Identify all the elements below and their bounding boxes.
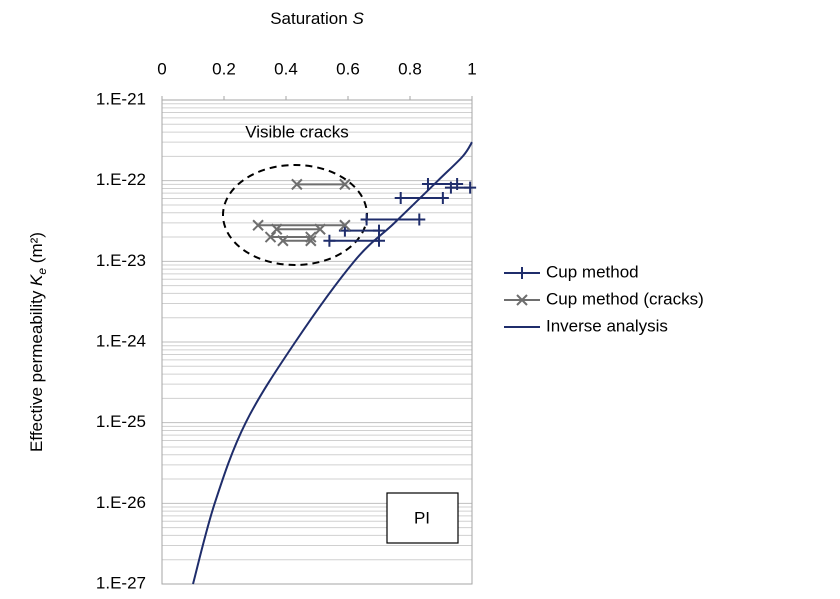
- marker: [394, 191, 407, 204]
- series-line: [329, 182, 471, 242]
- y-tick-label: 1.E-23: [96, 251, 146, 270]
- y-tick-label: 1.E-22: [96, 170, 146, 189]
- marker: [270, 223, 283, 235]
- marker: [373, 224, 385, 237]
- annotation: PI: [414, 508, 430, 527]
- marker: [464, 181, 477, 194]
- x-tick-label: 0.8: [398, 59, 422, 78]
- marker: [339, 178, 351, 191]
- legend-marker: [516, 267, 528, 279]
- legend-label: Inverse analysis: [546, 316, 668, 335]
- x-label-symbol: S: [352, 9, 364, 28]
- marker: [444, 181, 457, 194]
- legend-label: Cup method (cracks): [546, 289, 704, 308]
- marker: [436, 191, 449, 204]
- x-tick-label: 0: [157, 59, 166, 78]
- y-label-text: Effective permeability: [27, 286, 46, 452]
- annotation: Visible cracks: [245, 122, 349, 141]
- y-tick-label: 1.E-21: [96, 89, 146, 108]
- x-tick-label: 0.4: [274, 59, 298, 78]
- y-tick-label: 1.E-24: [96, 331, 146, 350]
- y-label-unit: (m²): [27, 232, 46, 268]
- marker: [421, 177, 434, 190]
- x-tick-label: 0.2: [212, 59, 236, 78]
- marker: [360, 213, 373, 226]
- marker: [305, 235, 317, 247]
- marker: [314, 223, 326, 235]
- series-line: [192, 141, 473, 585]
- marker: [305, 231, 317, 243]
- label-box: [386, 492, 459, 544]
- legend-label: Cup method: [546, 262, 639, 281]
- x-tick-label: 1: [467, 59, 476, 78]
- series-line: [258, 183, 345, 242]
- y-label-symbol: K: [27, 274, 46, 286]
- x-tick-label: 0.6: [336, 59, 360, 78]
- marker: [252, 219, 264, 231]
- y-label-subscript: e: [35, 268, 49, 275]
- y-tick-label: 1.E-27: [96, 573, 146, 592]
- y-axis-label: Effective permeability Ke (m²): [27, 232, 49, 452]
- marker: [264, 231, 277, 243]
- legend-marker: [516, 294, 528, 306]
- x-axis-label: Saturation S: [270, 9, 364, 28]
- x-label-text: Saturation: [270, 9, 352, 28]
- plot-frame: [161, 99, 473, 585]
- marker: [451, 177, 464, 190]
- y-tick-label: 1.E-25: [96, 412, 146, 431]
- marker: [291, 178, 303, 191]
- marker: [413, 213, 426, 226]
- marker: [277, 235, 289, 247]
- cracks-ellipse: [222, 164, 368, 266]
- marker: [339, 219, 351, 231]
- marker: [323, 234, 336, 247]
- y-tick-label: 1.E-26: [96, 493, 146, 512]
